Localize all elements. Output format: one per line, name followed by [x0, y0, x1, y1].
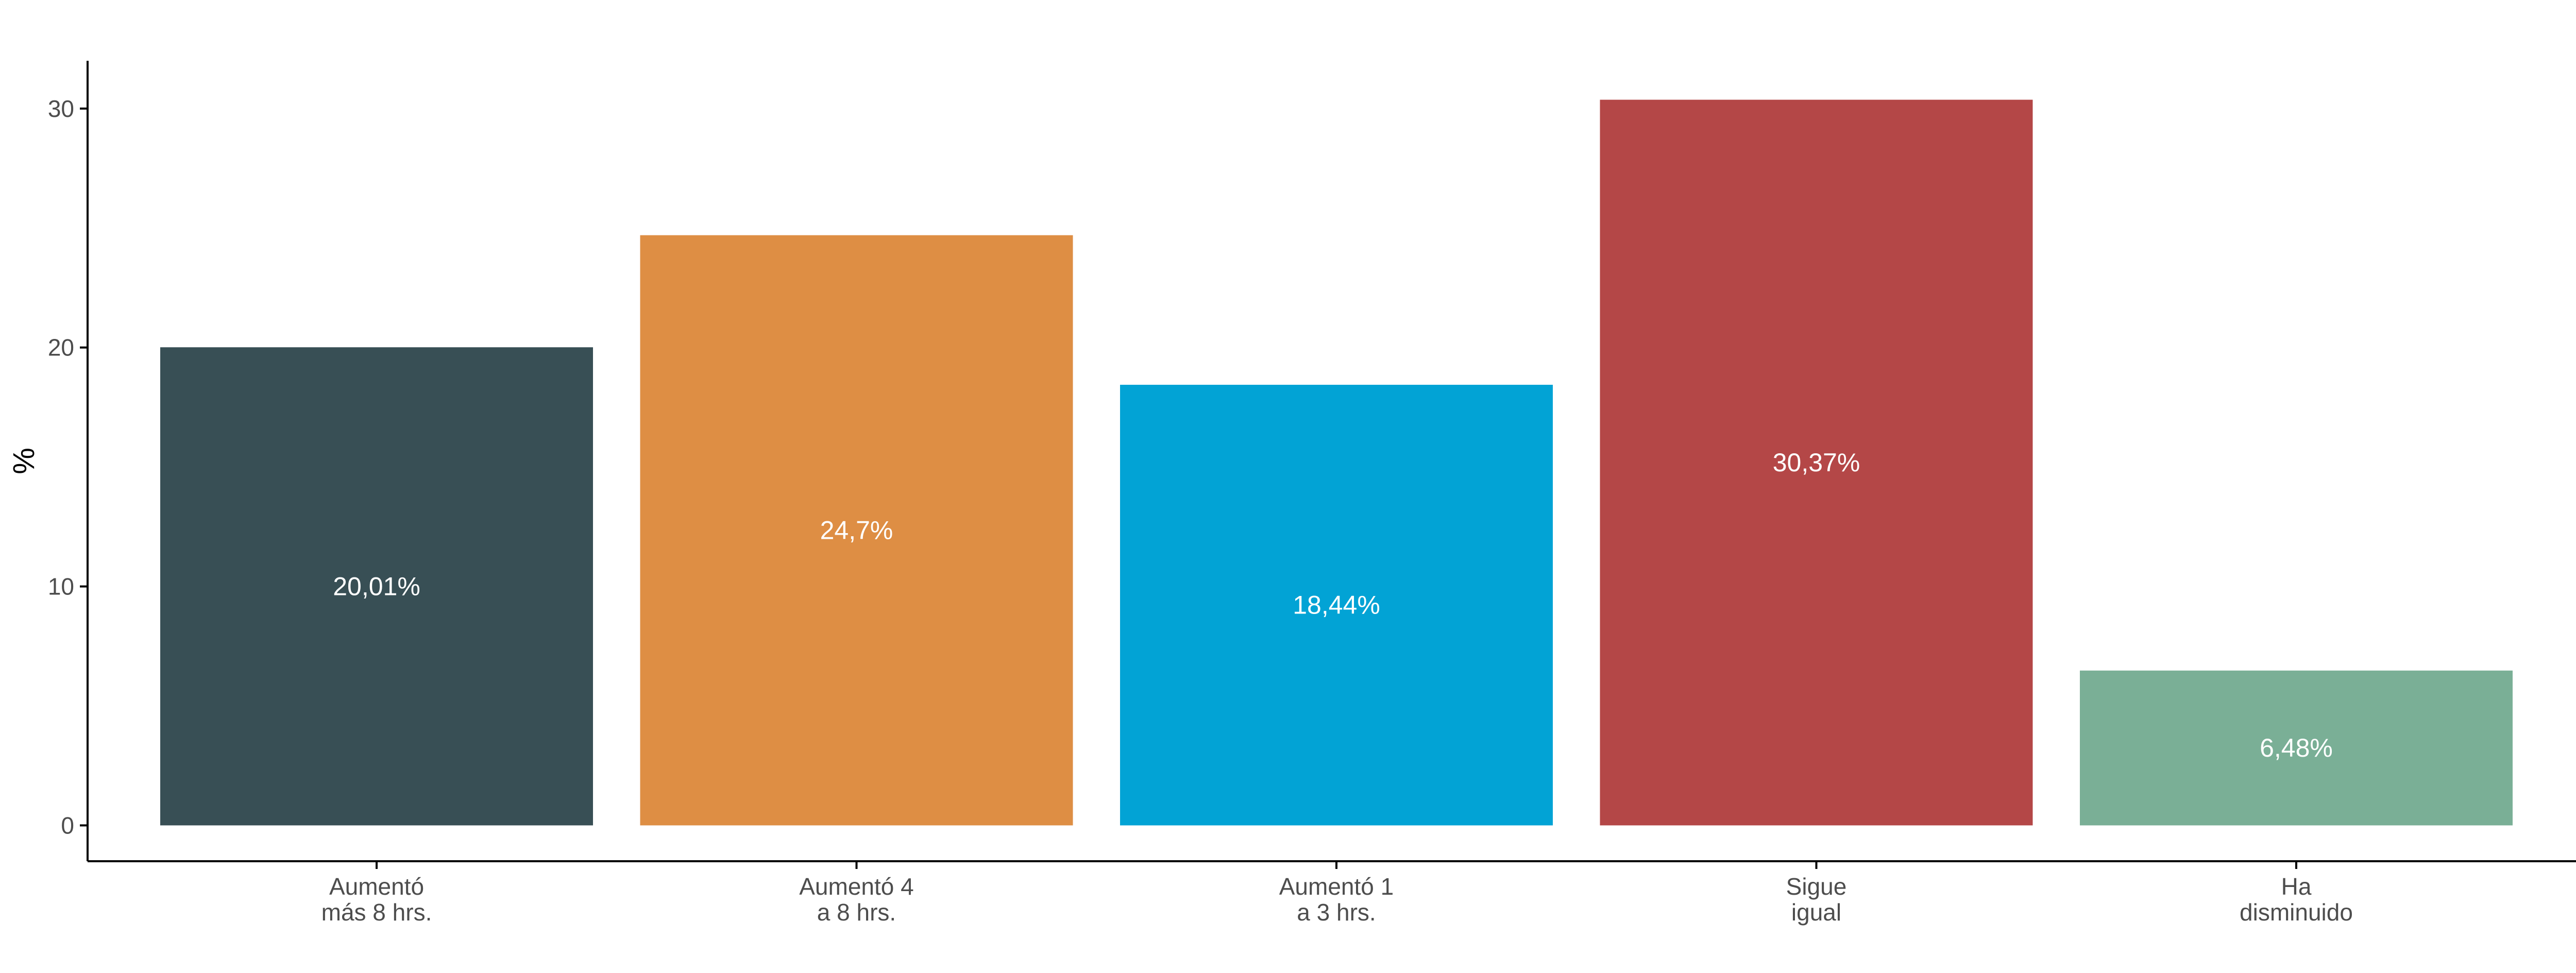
bar [2080, 670, 2513, 826]
bar-value-label: 20,01% [333, 572, 420, 601]
bar [1120, 385, 1553, 826]
y-tick-label: 0 [61, 812, 74, 839]
plot-area: 20,01% 24,7% 18,44% 30,37% 6,48% [160, 99, 2513, 826]
x-tick-label: Sigue igual [1786, 873, 1847, 926]
y-axis-label: % [7, 448, 41, 474]
x-tick-label: Ha disminuido [2240, 873, 2353, 926]
y-tick-label: 10 [48, 573, 74, 600]
bar-value-label: 24,7% [820, 516, 893, 545]
x-tick-label: Aumentó más 8 hrs. [321, 873, 432, 926]
y-axis: 0 10 20 30 [48, 61, 89, 861]
bar-value-label: 30,37% [1773, 448, 1860, 477]
bar [640, 235, 1073, 826]
bar [160, 347, 593, 826]
y-tick-label: 20 [48, 334, 74, 361]
bar [1600, 99, 2033, 826]
bar-value-label: 18,44% [1293, 591, 1380, 620]
y-tick-label: 30 [48, 95, 74, 122]
bar-value-label: 6,48% [2260, 733, 2333, 762]
